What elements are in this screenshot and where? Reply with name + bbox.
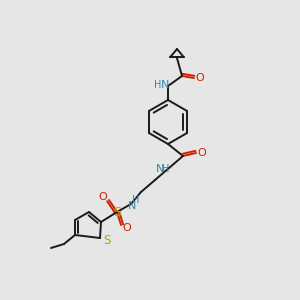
Text: N: N — [156, 164, 164, 174]
Text: O: O — [123, 223, 131, 233]
Text: N: N — [161, 80, 169, 90]
Text: S: S — [113, 206, 121, 218]
Text: O: O — [198, 148, 206, 158]
Text: H: H — [154, 80, 162, 90]
Text: O: O — [99, 192, 107, 202]
Text: H: H — [132, 195, 140, 205]
Text: O: O — [196, 73, 204, 83]
Text: S: S — [103, 233, 111, 247]
Text: N: N — [128, 201, 136, 211]
Text: H: H — [162, 164, 170, 174]
